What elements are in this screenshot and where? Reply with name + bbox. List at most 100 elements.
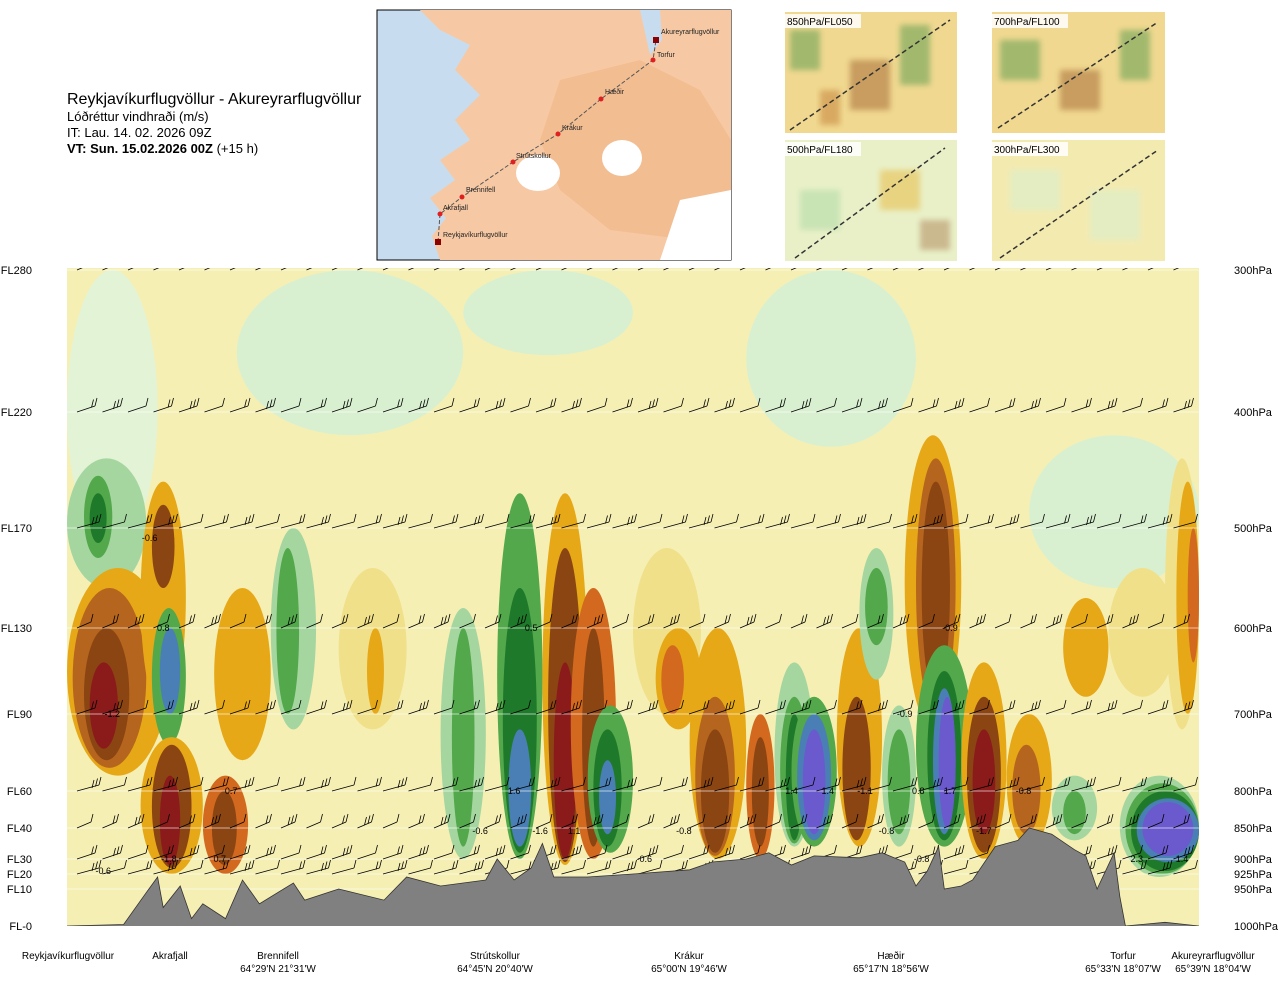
wind-barb xyxy=(637,844,659,860)
wind-barb xyxy=(994,776,1020,792)
route-title: Reykjavíkurflugvöllur - Akureyrarflugvöl… xyxy=(67,91,362,108)
wind-barb xyxy=(255,397,276,413)
pressure-tick-label: 300hPa xyxy=(1234,265,1273,277)
field-cell xyxy=(236,270,464,436)
waypoint-coord-label: 65°33'N 18°07'W xyxy=(1085,964,1161,975)
panel-700-label: 700hPa/FL100 xyxy=(994,17,1060,28)
wind-barb xyxy=(484,613,502,629)
wind-barb xyxy=(1096,699,1118,715)
extremum-value-label: -1.2 xyxy=(105,709,121,719)
wind-barb xyxy=(841,613,859,629)
x-axis-waypoints: Reykjavíkurflugvöllur Akrafjall Brennifell… xyxy=(22,950,1255,975)
wind-barb xyxy=(943,699,965,715)
wind-barb xyxy=(1198,873,1199,874)
wind-barb xyxy=(561,513,586,529)
field-cell xyxy=(599,760,617,835)
field-cell xyxy=(89,662,118,749)
map-point-akrafjall xyxy=(437,211,443,217)
wind-barb xyxy=(331,776,357,792)
wind-barb xyxy=(612,699,633,715)
wind-barb xyxy=(153,776,178,792)
flight-level-tick-label: FL130 xyxy=(1,623,32,635)
field-cell xyxy=(1063,791,1086,835)
wind-barb xyxy=(102,268,109,271)
wind-barb xyxy=(535,513,561,529)
field-cell xyxy=(972,729,996,835)
wind-barb xyxy=(867,268,874,271)
panel-300: 300hPa/FL300 xyxy=(992,140,1165,261)
wind-barb xyxy=(102,776,127,792)
wind-barb xyxy=(1147,844,1169,860)
wind-barb xyxy=(459,397,480,413)
wind-barb xyxy=(1096,813,1114,829)
wind-barb xyxy=(1020,813,1037,829)
wind-barb xyxy=(229,268,236,271)
wind-barb xyxy=(102,397,123,413)
wind-barb xyxy=(892,613,910,629)
wind-barb xyxy=(1096,844,1118,860)
field-cell xyxy=(751,737,769,847)
wind-barb xyxy=(153,613,170,629)
wind-barb xyxy=(663,613,680,629)
field-cell xyxy=(1108,568,1177,697)
wind-barb xyxy=(306,776,331,792)
wind-barb xyxy=(1122,859,1147,875)
wind-barb xyxy=(535,613,553,629)
field-cell xyxy=(159,628,181,714)
wind-barb xyxy=(306,513,331,529)
wind-barb xyxy=(586,813,604,829)
waypoint-coord-label: 65°17'N 18°56'W xyxy=(853,964,929,975)
wind-barb xyxy=(816,268,823,271)
wind-barb xyxy=(943,397,965,413)
wind-barb xyxy=(943,268,950,271)
wind-barb xyxy=(867,776,892,792)
wind-barb xyxy=(867,513,892,529)
wind-barb xyxy=(280,859,306,875)
wind-barb xyxy=(433,268,440,271)
wind-barb xyxy=(663,776,688,792)
wind-barb xyxy=(153,397,174,413)
wind-barb xyxy=(229,699,251,715)
wind-barb xyxy=(790,844,812,860)
map-label: Hæðir xyxy=(605,88,625,96)
wind-barb xyxy=(408,513,433,529)
wind-barb xyxy=(204,699,225,715)
wind-barb xyxy=(816,776,841,792)
wind-barb xyxy=(127,613,145,629)
wind-barb xyxy=(127,513,153,529)
wind-barb xyxy=(714,844,735,860)
wind-barb xyxy=(892,513,918,529)
wind-barb xyxy=(1147,613,1165,629)
map-route-line xyxy=(437,39,657,243)
wind-barb xyxy=(484,268,491,271)
wind-barb xyxy=(306,859,331,875)
wind-barb xyxy=(612,844,633,860)
wind-barb xyxy=(892,813,910,829)
field-cell xyxy=(89,493,107,543)
wind-barb xyxy=(1147,513,1173,529)
pressure-tick-label: 900hPa xyxy=(1234,854,1273,866)
wind-barb xyxy=(408,859,433,875)
wind-barb xyxy=(382,613,400,629)
field-cell xyxy=(842,696,871,841)
wind-barb xyxy=(331,813,349,829)
wind-barb xyxy=(1198,713,1199,714)
wind-barb xyxy=(280,268,287,271)
wind-barb xyxy=(1173,859,1198,875)
glacier-hofsjokull xyxy=(602,140,642,176)
wind-barb xyxy=(1020,513,1045,529)
wind-barb xyxy=(382,859,408,875)
waypoint-name-label: Hæðir xyxy=(877,950,905,962)
wind-barb xyxy=(357,513,382,529)
panel-700: 700hPa/FL100 xyxy=(992,12,1165,133)
wind-barb xyxy=(1020,613,1037,629)
waypoint-coord-label: 65°39'N 18°04'W xyxy=(1175,964,1251,975)
wind-barb xyxy=(331,513,357,529)
wind-barb xyxy=(153,513,178,529)
wind-barb xyxy=(1147,813,1165,829)
wind-barb xyxy=(331,859,357,875)
extremum-value-label: -0.9 xyxy=(942,623,958,633)
wind-barb xyxy=(1071,776,1096,792)
wind-barb xyxy=(918,268,925,271)
extremum-value-label: 1.7 xyxy=(944,786,957,796)
